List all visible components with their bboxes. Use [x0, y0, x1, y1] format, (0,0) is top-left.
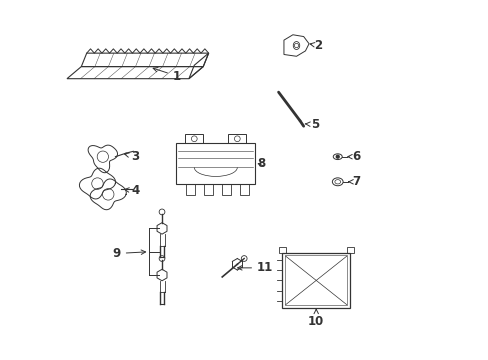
Text: 9: 9: [112, 247, 145, 260]
Text: 3: 3: [124, 150, 140, 163]
Text: 7: 7: [348, 175, 360, 188]
Text: 10: 10: [307, 309, 324, 328]
Text: 8: 8: [257, 157, 265, 170]
Text: 6: 6: [347, 150, 360, 163]
Text: 4: 4: [124, 184, 140, 197]
Text: 11: 11: [237, 261, 273, 274]
Text: 5: 5: [305, 118, 319, 131]
Text: 2: 2: [309, 39, 322, 52]
Circle shape: [336, 155, 339, 158]
Text: 1: 1: [153, 68, 181, 82]
